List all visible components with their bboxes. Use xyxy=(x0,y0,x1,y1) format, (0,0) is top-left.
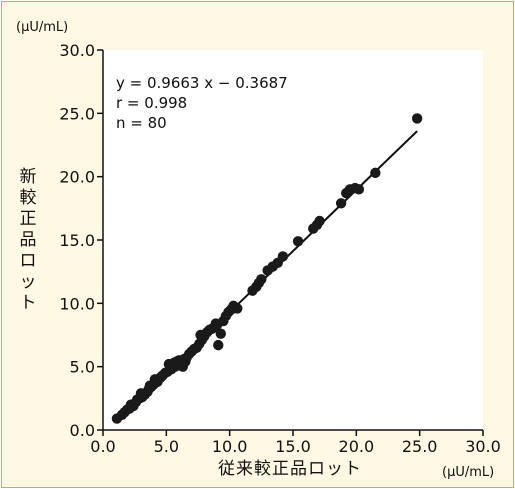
y-tick-label: 20.0 xyxy=(59,168,95,187)
x-tick-label: 25.0 xyxy=(402,437,438,456)
x-axis-title: 従来較正品ロット xyxy=(218,459,362,479)
x-tick-label: 5.0 xyxy=(154,437,179,456)
x-axis-ticks: 0.0 5.0 10.0 15.0 20.0 25.0 30.0 xyxy=(90,430,501,456)
data-point xyxy=(370,167,381,179)
data-point xyxy=(215,328,226,339)
y-tick-label: 5.0 xyxy=(70,358,95,377)
x-unit-label: (μU/mL) xyxy=(442,465,494,480)
x-tick-label: 15.0 xyxy=(275,437,311,456)
y-axis-title-text: 新較正品ロット xyxy=(20,167,37,313)
data-points xyxy=(111,113,423,424)
annotation-line: n = 80 xyxy=(116,114,167,132)
y-tick-label: 0.0 xyxy=(70,421,95,440)
data-point xyxy=(314,215,325,227)
data-point xyxy=(292,236,304,247)
x-tick-label: 30.0 xyxy=(465,437,501,456)
data-point xyxy=(135,388,147,399)
data-point xyxy=(247,285,258,296)
annotation-line: r = 0.998 xyxy=(116,94,187,112)
y-tick-label: 15.0 xyxy=(59,231,95,250)
y-axis-ticks: 0.0 5.0 10.0 15.0 20.0 25.0 30.0 xyxy=(59,41,103,440)
data-point xyxy=(256,274,267,285)
y-unit-label: (μU/mL) xyxy=(16,20,68,35)
regression-annotations: y = 0.9663 x − 0.3687 r = 0.998 n = 80 xyxy=(116,74,288,132)
y-tick-label: 30.0 xyxy=(59,41,95,60)
y-axis-title: 新較正品ロット xyxy=(20,167,37,313)
data-point xyxy=(232,303,243,314)
y-tick-label: 10.0 xyxy=(59,294,95,313)
x-tick-label: 0.0 xyxy=(90,437,115,456)
annotation-line: y = 0.9663 x − 0.3687 xyxy=(116,74,288,92)
data-point xyxy=(210,318,221,329)
data-point xyxy=(213,339,224,351)
x-tick-label: 20.0 xyxy=(339,437,375,456)
x-tick-label: 10.0 xyxy=(212,437,248,456)
data-point xyxy=(335,198,347,209)
data-point xyxy=(144,380,156,391)
data-point xyxy=(411,113,423,124)
data-point xyxy=(353,184,365,195)
data-point xyxy=(195,329,206,341)
data-point xyxy=(277,251,289,262)
data-point xyxy=(156,371,167,382)
y-tick-label: 25.0 xyxy=(59,104,95,123)
